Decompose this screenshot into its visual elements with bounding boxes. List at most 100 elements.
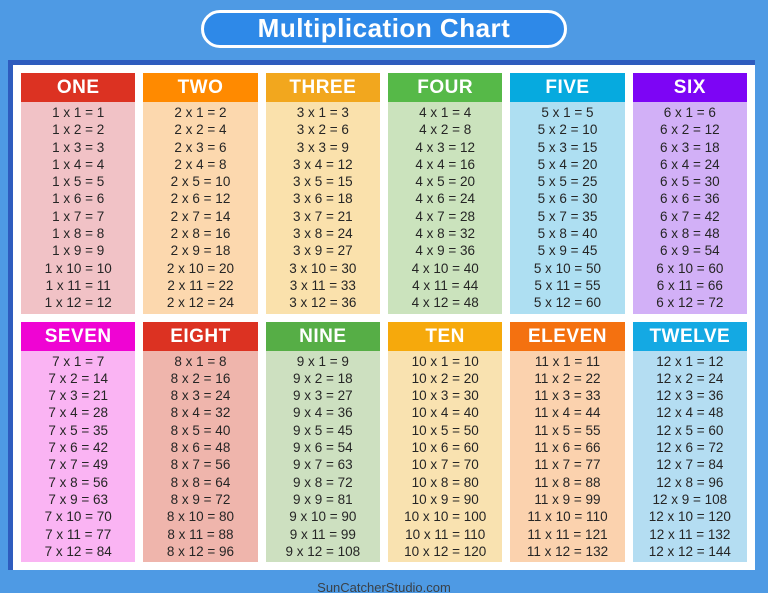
fact-row: 5 x 3 = 15 [537,139,598,155]
fact-row: 5 x 4 = 20 [537,156,598,172]
fact-row: 8 x 4 = 32 [170,405,231,421]
fact-row: 6 x 12 = 72 [656,295,724,311]
fact-row: 10 x 4 = 40 [411,405,479,421]
fact-row: 12 x 3 = 36 [656,388,724,404]
fact-row: 1 x 4 = 4 [52,156,105,172]
fact-row: 3 x 4 = 12 [292,156,353,172]
fact-row: 12 x 1 = 12 [656,353,724,369]
fact-row: 12 x 12 = 144 [648,543,731,559]
fact-row: 12 x 10 = 120 [648,509,731,525]
fact-row: 1 x 10 = 10 [44,260,112,276]
fact-row: 4 x 10 = 40 [411,260,479,276]
fact-row: 8 x 10 = 80 [166,509,235,525]
fact-row: 5 x 8 = 40 [537,226,598,242]
fact-row: 3 x 12 = 36 [289,295,357,311]
fact-row: 6 x 4 = 24 [659,156,720,172]
fact-row: 10 x 1 = 10 [411,353,479,369]
fact-row: 9 x 5 = 45 [292,422,353,438]
times-table-title: TWO [143,73,258,102]
fact-row: 6 x 7 = 42 [659,208,720,224]
fact-row: 11 x 7 = 77 [534,457,601,473]
fact-row: 9 x 9 = 81 [292,491,353,507]
fact-row: 3 x 11 = 33 [289,277,356,293]
fact-row: 9 x 7 = 63 [292,457,353,473]
fact-row: 9 x 4 = 36 [292,405,353,421]
fact-row: 11 x 2 = 22 [534,370,601,386]
fact-row: 12 x 2 = 24 [656,370,724,386]
fact-row: 5 x 7 = 35 [537,208,598,224]
fact-row: 11 x 1 = 11 [534,353,601,369]
fact-row: 6 x 11 = 66 [656,277,723,293]
fact-row: 5 x 6 = 30 [537,191,598,207]
fact-row: 12 x 4 = 48 [656,405,724,421]
fact-row: 9 x 8 = 72 [292,474,353,490]
fact-row: 9 x 11 = 99 [289,526,356,542]
fact-row: 6 x 2 = 12 [659,122,720,138]
fact-row: 3 x 1 = 3 [296,105,349,120]
fact-row: 7 x 4 = 28 [48,405,108,421]
fact-row: 9 x 12 = 108 [285,543,361,559]
fact-row: 10 x 11 = 110 [405,526,486,542]
fact-row: 1 x 1 = 1 [52,105,105,120]
fact-row: 8 x 7 = 56 [170,457,231,473]
fact-row: 10 x 10 = 100 [404,509,487,525]
fact-row: 7 x 8 = 56 [48,474,108,490]
times-table-title: NINE [265,321,380,351]
fact-row: 6 x 3 = 18 [659,139,720,155]
fact-row: 12 x 11 = 132 [649,526,731,542]
fact-row: 4 x 3 = 12 [415,139,475,155]
fact-row: 8 x 5 = 40 [170,422,231,438]
fact-row: 11 x 8 = 88 [534,474,601,490]
fact-row: 2 x 8 = 16 [170,226,231,242]
fact-row: 6 x 1 = 6 [663,105,716,120]
fact-row: 12 x 9 = 108 [652,491,728,507]
times-table-title: THREE [265,73,380,102]
fact-row: 7 x 7 = 49 [48,457,108,473]
fact-row: 7 x 6 = 42 [48,440,108,456]
fact-row: 8 x 6 = 48 [170,440,231,456]
fact-row: 3 x 3 = 9 [296,139,349,155]
fact-row: 2 x 12 = 24 [166,295,235,311]
fact-row: 4 x 9 = 36 [415,243,475,259]
fact-row: 5 x 5 = 25 [537,174,598,190]
fact-row: 10 x 5 = 50 [411,422,479,438]
fact-row: 8 x 9 = 72 [170,491,231,507]
fact-row: 7 x 2 = 14 [48,370,108,386]
fact-row: 6 x 6 = 36 [659,191,720,207]
fact-row: 5 x 11 = 55 [534,277,601,293]
fact-row: 11 x 3 = 33 [534,388,601,404]
times-table-title: ELEVEN [510,321,625,351]
fact-row: 5 x 12 = 60 [533,295,602,311]
fact-row: 7 x 3 = 21 [48,388,108,404]
fact-row: 11 x 12 = 132 [526,543,609,559]
fact-row: 2 x 9 = 18 [170,243,231,259]
page-title: Multiplication Chart [201,10,567,48]
fact-row: 8 x 11 = 88 [167,526,234,542]
fact-row: 4 x 8 = 32 [415,226,475,242]
fact-row: 7 x 1 = 7 [52,353,105,369]
fact-row: 12 x 6 = 72 [656,440,724,456]
fact-row: 6 x 9 = 54 [659,243,720,259]
fact-row: 4 x 1 = 4 [419,105,472,120]
times-table-panel: SIX 6 x 1 = 6 6 x 2 = 12 6 x 3 = 18 6 x 4 =… [632,73,747,314]
fact-row: 10 x 6 = 60 [411,440,479,456]
times-table-facts: 5 x 1 = 5 5 x 2 = 10 5 x 3 = 15 5 x 4 = 20 5… [510,102,625,314]
times-table-panel: TWELVE 12 x 1 = 12 12 x 2 = 24 12 x 3 = 36… [632,321,747,563]
fact-row: 11 x 11 = 121 [527,526,608,542]
fact-row: 12 x 8 = 96 [656,474,724,490]
fact-row: 8 x 3 = 24 [170,388,231,404]
fact-row: 1 x 12 = 12 [44,295,112,311]
fact-row: 7 x 10 = 70 [44,509,112,525]
times-table-title: EIGHT [143,321,258,351]
times-table-title: FOUR [388,73,503,102]
